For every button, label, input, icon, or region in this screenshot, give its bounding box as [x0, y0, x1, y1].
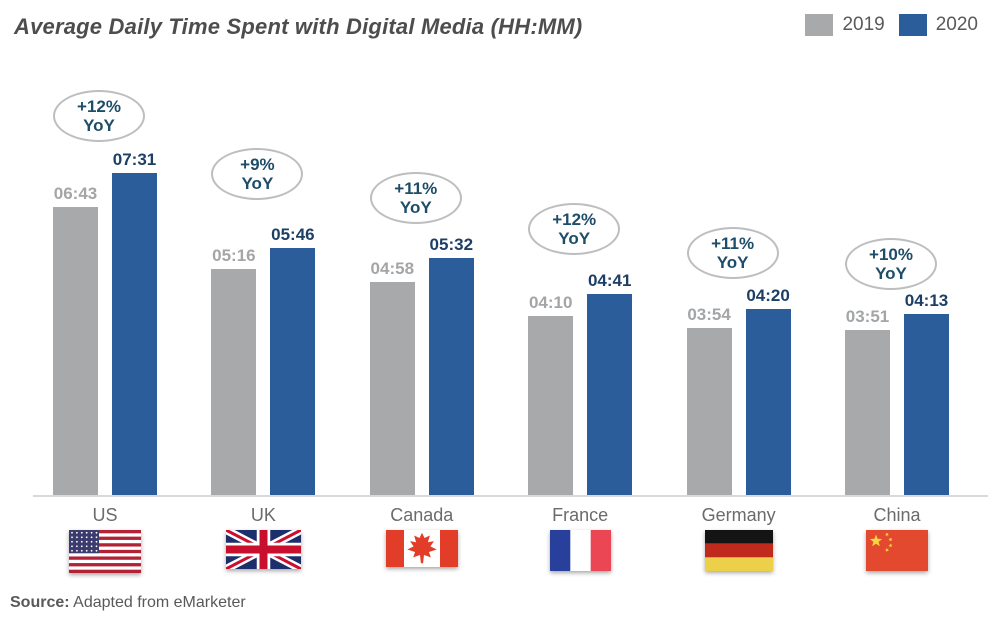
value-label-2019-germany: 03:54: [687, 304, 731, 324]
legend-label-2020: 2020: [935, 14, 978, 35]
legend-swatch-2020: [898, 14, 927, 36]
x-axis-label-uk: UK: [250, 505, 276, 525]
source-note: Source: Adapted from eMarketer: [10, 594, 246, 612]
value-label-2020-china: 04:13: [904, 291, 949, 311]
legend: 2019 2020: [805, 14, 978, 36]
bar-2020-france[interactable]: [587, 294, 633, 495]
value-label-2020-canada: 05:32: [429, 234, 474, 254]
chart-title: Average Daily Time Spent with Digital Me…: [14, 14, 583, 39]
value-label-2020-us: 07:31: [112, 149, 157, 169]
bar-2020-us[interactable]: [112, 172, 157, 495]
flag-germany-icon: [704, 530, 773, 571]
yoy-suffix-germany: YoY: [716, 253, 749, 272]
yoy-annotation-uk: +9% YoY: [211, 148, 304, 200]
bar-2019-france[interactable]: [528, 316, 574, 495]
source-prefix: Source:: [10, 594, 70, 611]
yoy-annotation-france: +12% YoY: [528, 203, 621, 255]
legend-item-2020: 2020: [898, 14, 978, 36]
yoy-suffix-china: YoY: [875, 264, 907, 283]
legend-item-2019: 2019: [805, 14, 885, 36]
x-axis-label-us: US: [92, 505, 118, 525]
yoy-suffix-us: YoY: [83, 116, 115, 135]
yoy-percent-germany: +11%: [711, 234, 755, 253]
bar-2020-germany[interactable]: [745, 309, 791, 495]
x-axis-label-france: France: [552, 505, 609, 525]
flag-france-icon: [549, 530, 611, 571]
yoy-annotation-china: +10% YoY: [845, 238, 937, 290]
value-label-2020-uk: 05:46: [271, 224, 315, 244]
bar-2020-canada[interactable]: [428, 257, 474, 495]
value-label-2020-germany: 04:20: [746, 286, 790, 306]
x-axis-label-china: China: [873, 505, 921, 525]
yoy-annotation-canada: +11% YoY: [369, 172, 462, 224]
bar-2019-us[interactable]: [53, 206, 98, 495]
source-text: Adapted from eMarketer: [73, 594, 246, 611]
yoy-percent-uk: +9%: [240, 155, 275, 174]
yoy-annotation-us: +12% YoY: [53, 90, 145, 142]
x-axis-label-canada: Canada: [390, 505, 454, 525]
yoy-suffix-canada: YoY: [399, 198, 432, 217]
yoy-annotation-germany: +11% YoY: [686, 227, 779, 279]
value-label-2019-us: 06:43: [53, 183, 98, 203]
value-label-2019-china: 03:51: [845, 306, 890, 326]
yoy-percent-canada: +11%: [394, 179, 438, 198]
flag-canada-icon: [385, 530, 458, 567]
legend-swatch-2019: [805, 14, 834, 36]
yoy-suffix-france: YoY: [558, 229, 591, 248]
value-label-2019-france: 04:10: [528, 293, 573, 313]
flag-china-icon: [866, 530, 928, 571]
yoy-percent-china: +10%: [869, 245, 913, 264]
bar-2020-uk[interactable]: [270, 247, 316, 495]
yoy-percent-france: +12%: [552, 210, 597, 229]
bar-2019-china[interactable]: [845, 329, 890, 495]
yoy-suffix-uk: YoY: [241, 174, 274, 193]
flag-uk-icon: [224, 526, 303, 573]
x-axis-label-germany: Germany: [701, 505, 776, 525]
value-label-2019-canada: 04:58: [370, 258, 415, 278]
bar-2019-germany[interactable]: [686, 327, 732, 495]
value-label-2020-france: 04:41: [587, 271, 632, 291]
x-axis-line: [33, 495, 988, 497]
bar-2019-uk[interactable]: [211, 269, 257, 495]
flag-us-icon: [69, 530, 141, 573]
bar-2019-canada[interactable]: [369, 281, 415, 495]
bar-2020-china[interactable]: [904, 314, 949, 495]
yoy-percent-us: +12%: [77, 97, 121, 116]
legend-label-2019: 2019: [842, 14, 885, 35]
value-label-2019-uk: 05:16: [212, 246, 256, 266]
